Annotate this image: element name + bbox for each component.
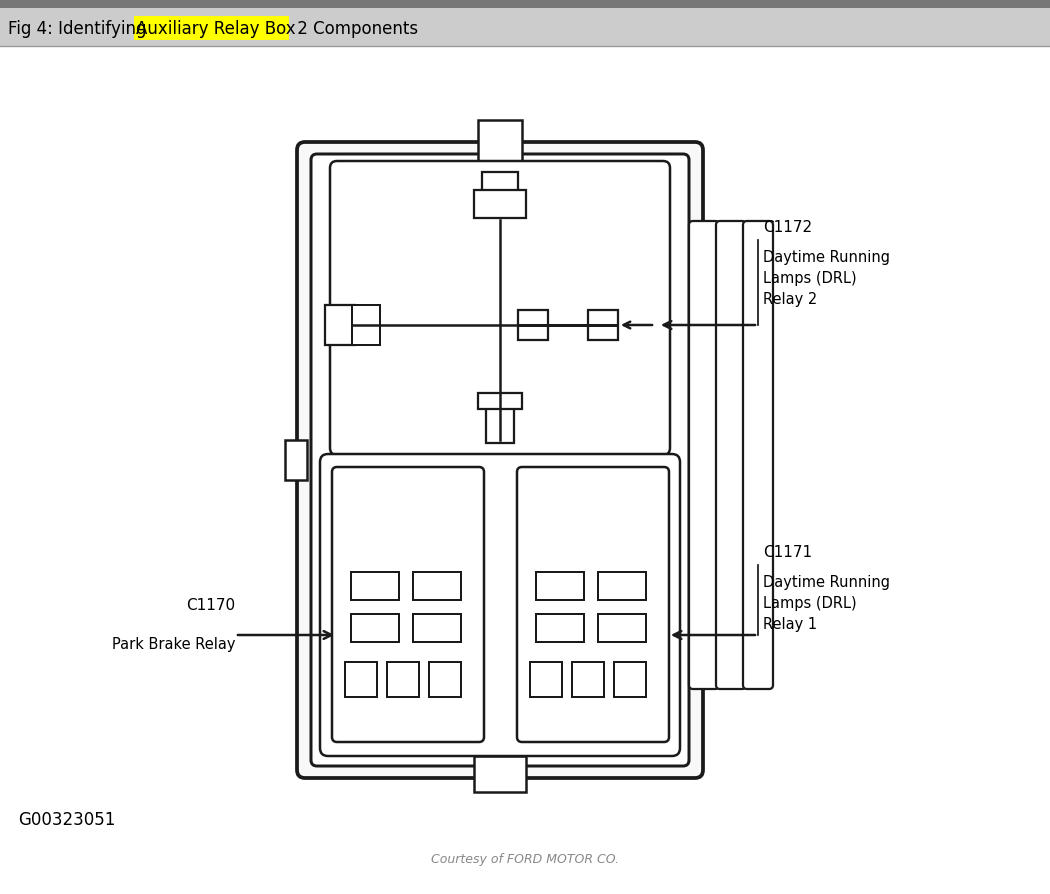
Bar [351, 614, 399, 642]
FancyBboxPatch shape [330, 161, 670, 455]
FancyBboxPatch shape [332, 467, 484, 742]
Bar [387, 662, 419, 697]
Text: C1172: C1172 [763, 220, 812, 235]
FancyBboxPatch shape [689, 221, 719, 689]
Bar [614, 662, 646, 697]
FancyBboxPatch shape [297, 142, 704, 778]
Text: C1171: C1171 [763, 545, 812, 560]
Text: G00323051: G00323051 [18, 811, 116, 829]
Bar [285, 440, 307, 480]
Text: Daytime Running
Lamps (DRL)
Relay 2: Daytime Running Lamps (DRL) Relay 2 [763, 250, 890, 307]
Bar [478, 393, 522, 409]
Bar [413, 572, 461, 600]
Text: Auxiliary Relay Box: Auxiliary Relay Box [136, 20, 296, 38]
Bar [352, 305, 380, 345]
FancyBboxPatch shape [134, 16, 289, 40]
Text: Fig 4: Identifying: Fig 4: Identifying [8, 20, 152, 38]
Bar [598, 614, 646, 642]
Bar [0, 8, 1050, 46]
Bar [598, 572, 646, 600]
Text: Daytime Running
Lamps (DRL)
Relay 1: Daytime Running Lamps (DRL) Relay 1 [763, 575, 890, 632]
Bar [413, 614, 461, 642]
Bar [518, 310, 548, 340]
FancyBboxPatch shape [743, 221, 773, 689]
Bar [478, 120, 522, 162]
FancyBboxPatch shape [311, 154, 689, 766]
Bar [474, 190, 526, 218]
Bar [530, 662, 562, 697]
Bar [482, 172, 518, 192]
Bar [429, 662, 461, 697]
Text: Courtesy of FORD MOTOR CO.: Courtesy of FORD MOTOR CO. [430, 854, 620, 866]
Bar [0, 0, 1050, 8]
FancyBboxPatch shape [716, 221, 745, 689]
Bar [572, 662, 604, 697]
Bar [536, 614, 584, 642]
Bar [345, 662, 377, 697]
Bar [351, 572, 399, 600]
FancyBboxPatch shape [320, 454, 680, 756]
Text: Park Brake Relay: Park Brake Relay [111, 637, 235, 652]
Bar [486, 405, 514, 443]
Text: C1170: C1170 [186, 598, 235, 613]
Bar [588, 310, 618, 340]
Text: 2 Components: 2 Components [292, 20, 418, 38]
Bar [474, 756, 526, 792]
Bar [326, 305, 355, 345]
FancyBboxPatch shape [517, 467, 669, 742]
Bar [536, 572, 584, 600]
